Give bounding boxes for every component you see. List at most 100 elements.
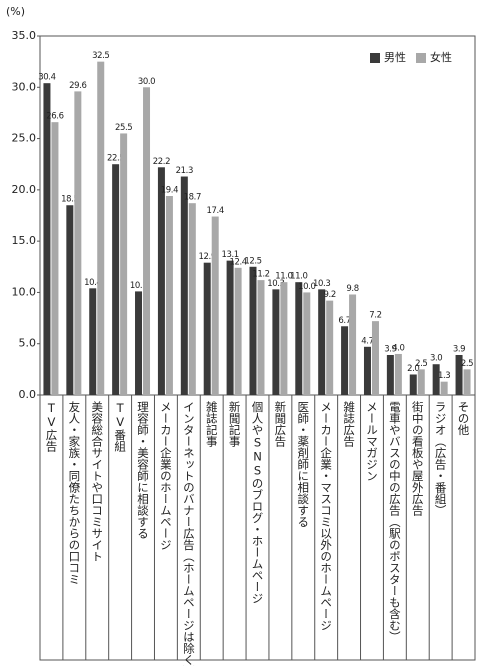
bar <box>66 205 74 395</box>
bar <box>318 289 326 395</box>
bar <box>455 354 463 395</box>
bar <box>440 381 448 395</box>
x-tick-label: 新聞記事 <box>228 400 242 447</box>
bar <box>188 203 196 395</box>
value-label: 3.9 <box>453 344 465 354</box>
value-label: 32.5 <box>92 51 109 61</box>
y-tick-label: 35.0 <box>12 29 37 42</box>
bar <box>326 300 334 395</box>
value-label: 2.5 <box>415 359 427 369</box>
x-tick-label: 雑誌広告 <box>342 400 356 448</box>
bar <box>386 354 394 395</box>
value-label: 11.0 <box>275 272 292 282</box>
value-label: 21.3 <box>176 166 193 176</box>
bar <box>295 282 303 395</box>
value-label: 10.3 <box>267 279 284 289</box>
value-label: 19.4 <box>161 186 178 196</box>
x-tick-label: 友人・家族・同僚たちからの口コミ <box>67 400 81 585</box>
x-tick-label: TV番組 <box>113 401 127 452</box>
value-label: 29.6 <box>69 81 86 91</box>
value-label: 3.9 <box>384 344 396 354</box>
value-label: 30.4 <box>38 73 55 83</box>
x-tick-label: 個人やSNSのブログ・ホームページ <box>251 401 265 604</box>
bar <box>409 374 417 395</box>
bar <box>371 321 379 395</box>
x-tick-label: 美容総合サイトや口コミサイト <box>90 400 104 562</box>
y-tick-label: 25.0 <box>12 132 37 145</box>
bar <box>349 294 357 395</box>
x-tick-label: 電車やバスの中の広告（駅のポスターも含む） <box>388 401 402 643</box>
x-tick-label: インターネットのバナー広告（ホームページは除く） <box>182 401 196 666</box>
x-tick-label: メールマガジン <box>365 401 379 482</box>
bar <box>257 280 265 395</box>
x-tick-label: メーカー企業のホームページ <box>159 401 173 551</box>
bar <box>341 326 349 395</box>
bar <box>135 291 143 395</box>
y-tick-label: 15.0 <box>12 234 37 247</box>
y-tick-label: 30.0 <box>12 80 37 93</box>
value-label: 13.1 <box>221 250 238 260</box>
legend-label: 女性 <box>430 50 452 64</box>
value-label: 2.0 <box>407 364 419 374</box>
x-tick-label: 街中の看板や屋外広告 <box>411 400 425 517</box>
bar <box>417 369 425 395</box>
bar <box>74 91 82 395</box>
value-label: 10.1 <box>130 281 147 291</box>
value-label: 4.7 <box>361 336 373 346</box>
bar <box>303 292 311 395</box>
legend-label: 男性 <box>384 50 406 64</box>
x-tick-label: その他 <box>457 401 471 436</box>
x-tick-label: ラジオ（広告・番組） <box>434 401 448 516</box>
value-label: 18.5 <box>61 195 78 205</box>
bar <box>97 61 105 396</box>
bar <box>463 369 471 395</box>
value-label: 12.5 <box>244 256 261 266</box>
legend-swatch <box>370 53 380 63</box>
value-label: 9.8 <box>346 284 358 294</box>
x-tick-label: 新聞広告 <box>273 400 287 448</box>
x-tick-label: 医師・薬剤師に相談する <box>296 401 310 528</box>
bar <box>280 282 288 395</box>
value-label: 3.0 <box>430 354 442 364</box>
value-label: 10.0 <box>298 282 315 292</box>
x-tick-label: メーカー企業・マスコミ以外のホームページ <box>319 401 333 631</box>
bar <box>211 216 219 395</box>
value-label: 2.5 <box>461 359 473 369</box>
bar <box>143 87 151 396</box>
bar <box>157 167 165 395</box>
bar <box>432 364 440 395</box>
value-label: 12.9 <box>199 252 216 262</box>
bar <box>234 267 242 395</box>
y-tick-label: 20.0 <box>12 183 37 196</box>
bar <box>249 266 257 395</box>
bar <box>112 164 120 395</box>
value-label: 10.4 <box>84 278 101 288</box>
value-label: 11.0 <box>290 272 307 282</box>
value-label: 10.3 <box>313 279 330 289</box>
y-tick-label: 5.0 <box>19 337 37 350</box>
value-label: 12.4 <box>229 257 246 267</box>
x-tick-label: 雑誌記事 <box>205 400 219 447</box>
bar <box>203 262 211 395</box>
legend-swatch <box>416 53 426 63</box>
x-tick-label: 理容師・美容師に相談する <box>136 401 150 539</box>
x-tick-label: TV広告 <box>44 401 58 453</box>
value-label: 22.2 <box>153 157 170 167</box>
unit-label: (%) <box>6 5 25 18</box>
value-label: 4.0 <box>392 343 404 353</box>
bar <box>272 289 280 395</box>
value-label: 30.0 <box>138 77 155 87</box>
bar <box>43 83 51 395</box>
bar <box>226 260 234 395</box>
bar <box>363 346 371 395</box>
value-label: 26.6 <box>46 112 63 122</box>
bar <box>394 353 402 395</box>
value-label: 22.5 <box>107 154 124 164</box>
bar <box>51 122 59 395</box>
y-tick-label: 0.0 <box>19 388 37 401</box>
bar <box>180 176 188 395</box>
value-label: 9.2 <box>324 290 336 300</box>
value-label: 18.7 <box>184 193 201 203</box>
plot-frame <box>39 35 476 661</box>
